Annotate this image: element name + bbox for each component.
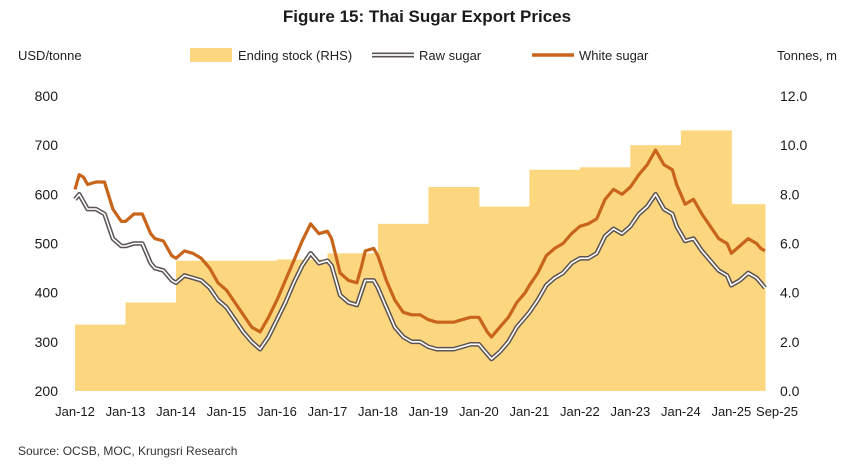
ending-stock-bar-0 bbox=[75, 324, 126, 391]
ending-stock-bar-1 bbox=[125, 302, 177, 391]
white-sugar-line bbox=[73, 148, 766, 339]
x-tick-Jan-17: Jan-17 bbox=[308, 404, 348, 419]
x-tick-Jan-23: Jan-23 bbox=[610, 404, 650, 419]
price-lines bbox=[73, 148, 767, 362]
ending-stock-bar-13 bbox=[731, 204, 766, 391]
x-tick-Jan-12: Jan-12 bbox=[55, 404, 95, 419]
ending-stock-bar-8 bbox=[478, 206, 530, 391]
ending-stock-bar-10 bbox=[579, 167, 631, 391]
y-left-tick-400: 400 bbox=[35, 285, 59, 301]
y-right-tick-4.0: 4.0 bbox=[780, 285, 800, 301]
x-tick-Jan-19: Jan-19 bbox=[409, 404, 449, 419]
source-note: Source: OCSB, MOC, Krungsri Research bbox=[18, 444, 237, 458]
y-axis-right-label: Tonnes, m bbox=[777, 48, 837, 63]
y-axis-left-label: USD/tonne bbox=[18, 48, 82, 63]
x-tick-Sep-25: Sep-25 bbox=[756, 404, 798, 419]
x-tick-Jan-20: Jan-20 bbox=[459, 404, 499, 419]
legend: Ending stock (RHS) Raw sugar White sugar bbox=[190, 48, 649, 63]
y-right-tick-8.0: 8.0 bbox=[780, 186, 800, 202]
y-right-tick-2.0: 2.0 bbox=[780, 334, 800, 350]
legend-swatch-ending-stock bbox=[190, 48, 232, 62]
y-right-tick-12.0: 12.0 bbox=[780, 88, 807, 104]
y-axis-right-ticks: 0.0 2.0 4.0 6.0 8.0 10.0 12.0 bbox=[780, 88, 807, 399]
x-tick-Jan-25: Jan-25 bbox=[711, 404, 751, 419]
x-axis-ticks: Jan-12 Jan-13 Jan-14 Jan-15 Jan-16 Jan-17 Jan-… bbox=[55, 404, 798, 419]
y-left-tick-500: 500 bbox=[35, 236, 59, 252]
y-left-tick-800: 800 bbox=[35, 88, 59, 104]
y-axis-left-ticks: 200 300 400 500 600 700 800 bbox=[35, 88, 59, 399]
x-tick-Jan-21: Jan-21 bbox=[510, 404, 550, 419]
x-tick-Jan-18: Jan-18 bbox=[358, 404, 398, 419]
legend-label-raw-sugar: Raw sugar bbox=[419, 48, 482, 63]
y-right-tick-0.0: 0.0 bbox=[780, 383, 800, 399]
legend-label-white-sugar: White sugar bbox=[579, 48, 649, 63]
ending-stock-bar-12 bbox=[680, 130, 732, 391]
x-tick-Jan-24: Jan-24 bbox=[661, 404, 701, 419]
y-right-tick-6.0: 6.0 bbox=[780, 236, 800, 252]
x-tick-Jan-13: Jan-13 bbox=[106, 404, 146, 419]
y-left-tick-700: 700 bbox=[35, 137, 59, 153]
ending-stock-bar-7 bbox=[428, 186, 480, 391]
x-tick-Jan-16: Jan-16 bbox=[257, 404, 297, 419]
y-right-tick-10.0: 10.0 bbox=[780, 137, 807, 153]
x-tick-Jan-14: Jan-14 bbox=[156, 404, 196, 419]
legend-label-ending-stock: Ending stock (RHS) bbox=[238, 48, 352, 63]
x-tick-Jan-22: Jan-22 bbox=[560, 404, 600, 419]
raw-sugar-line-inner bbox=[74, 193, 766, 360]
x-tick-Jan-15: Jan-15 bbox=[207, 404, 247, 419]
ending-stock-bars bbox=[75, 130, 766, 391]
chart-title: Figure 15: Thai Sugar Export Prices bbox=[283, 7, 571, 26]
y-left-tick-200: 200 bbox=[35, 383, 59, 399]
ending-stock-bar-11 bbox=[630, 145, 682, 391]
y-left-tick-600: 600 bbox=[35, 186, 59, 202]
y-left-tick-300: 300 bbox=[35, 334, 59, 350]
